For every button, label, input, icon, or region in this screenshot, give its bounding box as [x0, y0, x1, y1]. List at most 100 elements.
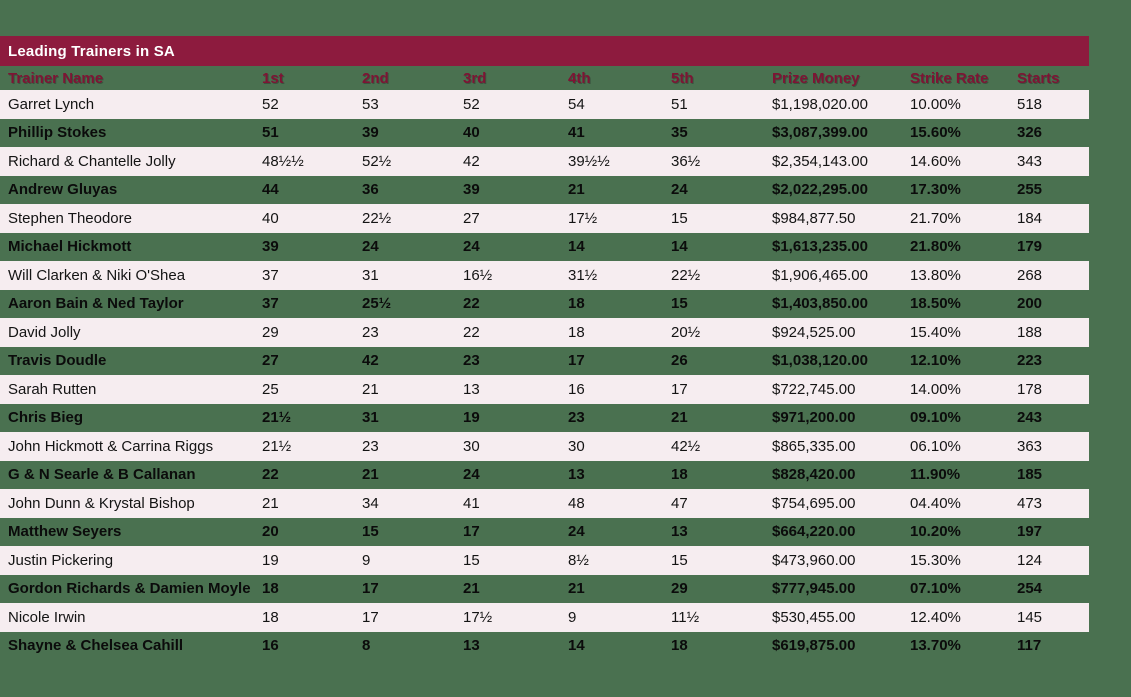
column-header-trainer-name: Trainer Name — [8, 69, 104, 87]
table-row: David Jolly 29 23 22 18 20½ $924,525.00 15.40% 1… — [0, 318, 1089, 347]
trainer-name-cell: Chris Bieg — [8, 409, 84, 427]
starts-cell: 178 — [1017, 380, 1043, 398]
fourths-cell: 16 — [568, 380, 585, 398]
table-row: Shayne & Chelsea Cahill 16 8 13 14 18 $619,875… — [0, 632, 1089, 661]
fifths-cell: 17 — [671, 380, 688, 398]
trainer-name-cell: Richard & Chantelle Jolly — [8, 152, 176, 170]
thirds-cell: 19 — [463, 409, 480, 427]
trainer-name-cell: Stephen Theodore — [8, 209, 132, 227]
strike-rate-cell: 21.70% — [910, 209, 961, 227]
prize-money-cell: $619,875.00 — [772, 637, 856, 655]
seconds-cell: 31 — [362, 266, 379, 284]
firsts-cell: 19 — [262, 551, 279, 569]
starts-cell: 255 — [1017, 181, 1043, 199]
table-row: John Hickmott & Carrina Riggs 21½ 23 30 30 42… — [0, 432, 1089, 461]
thirds-cell: 24 — [463, 466, 480, 484]
prize-money-cell: $754,695.00 — [772, 494, 856, 512]
table-row: Garret Lynch 52 53 52 54 51 $1,198,020.00 10.00… — [0, 90, 1089, 119]
trainer-name-cell: John Dunn & Krystal Bishop — [8, 494, 195, 512]
firsts-cell: 40 — [262, 209, 279, 227]
table-row: Will Clarken & Niki O'Shea 37 31 16½ 31½ 22½ $… — [0, 261, 1089, 290]
fourths-cell: 54 — [568, 95, 585, 113]
seconds-cell: 9 — [362, 551, 371, 569]
table-row: Stephen Theodore 40 22½ 27 17½ 15 $984,877.50 2… — [0, 204, 1089, 233]
fourths-cell: 23 — [568, 409, 585, 427]
strike-rate-cell: 12.10% — [910, 352, 961, 370]
starts-cell: 254 — [1017, 580, 1043, 598]
trainer-name-cell: Gordon Richards & Damien Moyle — [8, 580, 251, 598]
starts-cell: 473 — [1017, 494, 1043, 512]
fourths-cell: 8½ — [568, 551, 589, 569]
fourths-cell: 17½ — [568, 209, 598, 227]
fifths-cell: 35 — [671, 124, 688, 142]
fourths-cell: 30 — [568, 437, 585, 455]
table-row: Michael Hickmott 39 24 24 14 14 $1,613,235.00 2… — [0, 233, 1089, 262]
leading-trainers-table: Leading Trainers in SA Trainer Name 1st … — [0, 36, 1089, 660]
strike-rate-cell: 18.50% — [910, 295, 961, 313]
seconds-cell: 34 — [362, 494, 379, 512]
fifths-cell: 29 — [671, 580, 688, 598]
seconds-cell: 25½ — [362, 295, 392, 313]
firsts-cell: 25 — [262, 380, 279, 398]
thirds-cell: 27 — [463, 209, 480, 227]
seconds-cell: 24 — [362, 238, 379, 256]
table-row: G & N Searle & B Callanan 22 21 24 13 18 $828,… — [0, 461, 1089, 490]
prize-money-cell: $473,960.00 — [772, 551, 856, 569]
starts-cell: 188 — [1017, 323, 1043, 341]
seconds-cell: 39 — [362, 124, 379, 142]
strike-rate-cell: 10.20% — [910, 523, 961, 541]
fifths-cell: 20½ — [671, 323, 701, 341]
prize-money-cell: $828,420.00 — [772, 466, 856, 484]
firsts-cell: 16 — [262, 637, 279, 655]
prize-money-cell: $777,945.00 — [772, 580, 856, 598]
fifths-cell: 11½ — [671, 608, 700, 626]
strike-rate-cell: 04.40% — [910, 494, 961, 512]
firsts-cell: 52 — [262, 95, 279, 113]
thirds-cell: 13 — [463, 637, 480, 655]
prize-money-cell: $865,335.00 — [772, 437, 856, 455]
trainer-name-cell: G & N Searle & B Callanan — [8, 466, 196, 484]
firsts-cell: 21½ — [262, 409, 292, 427]
thirds-cell: 21 — [463, 580, 480, 598]
fourths-cell: 39½½ — [568, 152, 610, 170]
fifths-cell: 18 — [671, 637, 688, 655]
fifths-cell: 26 — [671, 352, 688, 370]
table-row: Chris Bieg 21½ 31 19 23 21 $971,200.00 09.10% 24… — [0, 404, 1089, 433]
thirds-cell: 52 — [463, 95, 480, 113]
fifths-cell: 15 — [671, 551, 688, 569]
table-body: Garret Lynch 52 53 52 54 51 $1,198,020.00 10.00… — [0, 90, 1089, 660]
prize-money-cell: $1,613,235.00 — [772, 238, 868, 256]
seconds-cell: 22½ — [362, 209, 392, 227]
column-header-4th: 4th — [568, 69, 591, 87]
strike-rate-cell: 17.30% — [910, 181, 961, 199]
fifths-cell: 15 — [671, 295, 688, 313]
table-row: Gordon Richards & Damien Moyle 18 17 21 21 29… — [0, 575, 1089, 604]
thirds-cell: 41 — [463, 494, 480, 512]
fourths-cell: 48 — [568, 494, 585, 512]
table-row: John Dunn & Krystal Bishop 21 34 41 48 47 $754… — [0, 489, 1089, 518]
starts-cell: 145 — [1017, 608, 1043, 626]
table-row: Matthew Seyers 20 15 17 24 13 $664,220.00 10.20… — [0, 518, 1089, 547]
firsts-cell: 27 — [262, 352, 279, 370]
column-header-3rd: 3rd — [463, 69, 487, 87]
seconds-cell: 15 — [362, 523, 379, 541]
prize-money-cell: $664,220.00 — [772, 523, 856, 541]
trainer-name-cell: David Jolly — [8, 323, 81, 341]
thirds-cell: 23 — [463, 352, 480, 370]
prize-money-cell: $2,022,295.00 — [772, 181, 868, 199]
starts-cell: 326 — [1017, 124, 1043, 142]
fourths-cell: 14 — [568, 637, 585, 655]
fourths-cell: 13 — [568, 466, 585, 484]
table-row: Richard & Chantelle Jolly 48½½ 52½ 42 39½½ 36… — [0, 147, 1089, 176]
table-row: Justin Pickering 19 9 15 8½ 15 $473,960.00 15.3… — [0, 546, 1089, 575]
thirds-cell: 30 — [463, 437, 480, 455]
firsts-cell: 29 — [262, 323, 279, 341]
thirds-cell: 40 — [463, 124, 480, 142]
fourths-cell: 14 — [568, 238, 585, 256]
table-title: Leading Trainers in SA — [8, 42, 175, 60]
starts-cell: 185 — [1017, 466, 1043, 484]
starts-cell: 179 — [1017, 238, 1043, 256]
firsts-cell: 39 — [262, 238, 279, 256]
prize-money-cell: $2,354,143.00 — [772, 152, 868, 170]
strike-rate-cell: 06.10% — [910, 437, 961, 455]
